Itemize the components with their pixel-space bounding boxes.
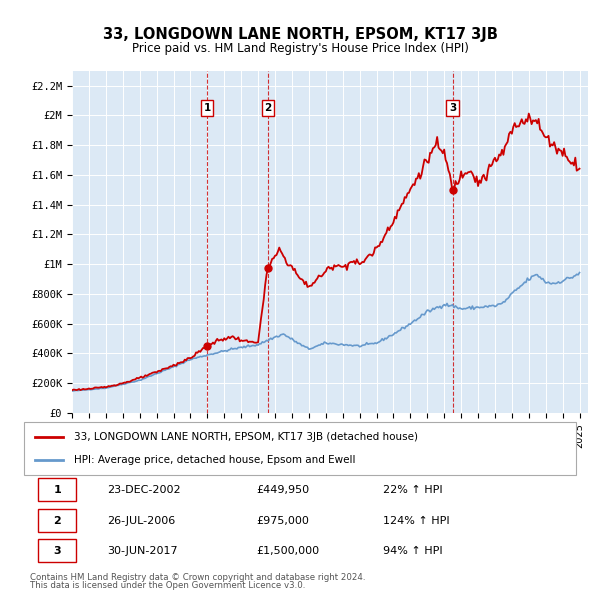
Text: 94% ↑ HPI: 94% ↑ HPI — [383, 546, 442, 556]
Text: 3: 3 — [449, 103, 456, 113]
Text: 124% ↑ HPI: 124% ↑ HPI — [383, 516, 449, 526]
Text: 33, LONGDOWN LANE NORTH, EPSOM, KT17 3JB: 33, LONGDOWN LANE NORTH, EPSOM, KT17 3JB — [103, 27, 497, 41]
Text: £449,950: £449,950 — [256, 485, 309, 495]
FancyBboxPatch shape — [38, 478, 76, 501]
Text: 23-DEC-2002: 23-DEC-2002 — [107, 485, 181, 495]
Text: 26-JUL-2006: 26-JUL-2006 — [107, 516, 175, 526]
Text: 22% ↑ HPI: 22% ↑ HPI — [383, 485, 442, 495]
Text: £975,000: £975,000 — [256, 516, 309, 526]
Text: £1,500,000: £1,500,000 — [256, 546, 319, 556]
Text: 2: 2 — [264, 103, 271, 113]
FancyBboxPatch shape — [38, 509, 76, 532]
Text: Price paid vs. HM Land Registry's House Price Index (HPI): Price paid vs. HM Land Registry's House … — [131, 42, 469, 55]
Text: 2: 2 — [53, 516, 61, 526]
Text: 1: 1 — [53, 485, 61, 495]
Text: 1: 1 — [203, 103, 211, 113]
FancyBboxPatch shape — [24, 422, 576, 475]
Text: 3: 3 — [53, 546, 61, 556]
Text: This data is licensed under the Open Government Licence v3.0.: This data is licensed under the Open Gov… — [30, 581, 305, 590]
FancyBboxPatch shape — [38, 539, 76, 562]
Text: Contains HM Land Registry data © Crown copyright and database right 2024.: Contains HM Land Registry data © Crown c… — [30, 572, 365, 582]
Text: 33, LONGDOWN LANE NORTH, EPSOM, KT17 3JB (detached house): 33, LONGDOWN LANE NORTH, EPSOM, KT17 3JB… — [74, 432, 418, 442]
Text: 30-JUN-2017: 30-JUN-2017 — [107, 546, 178, 556]
Text: HPI: Average price, detached house, Epsom and Ewell: HPI: Average price, detached house, Epso… — [74, 455, 355, 465]
